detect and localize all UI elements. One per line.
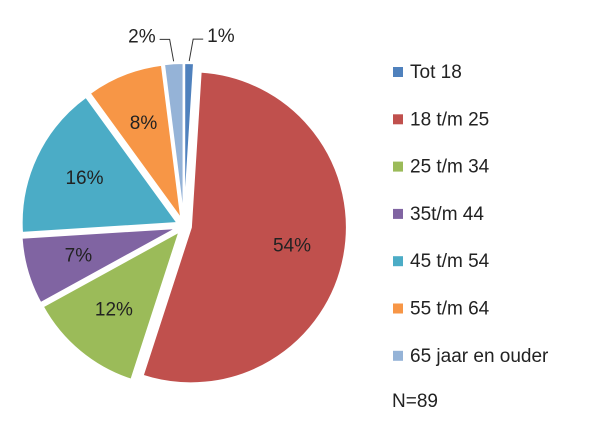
legend-label: 35t/m 44 xyxy=(410,204,484,225)
legend-swatch xyxy=(393,161,403,172)
pie-slice xyxy=(162,62,185,220)
data-label: 1% xyxy=(207,26,235,47)
legend-swatch xyxy=(393,303,403,314)
legend-label: Tot 18 xyxy=(410,62,462,83)
data-label: 16% xyxy=(65,168,103,189)
pie-slice xyxy=(20,95,180,234)
legend-label: 18 t/m 25 xyxy=(410,109,489,130)
leader-line xyxy=(188,38,204,62)
pie-slice xyxy=(20,226,178,305)
data-label: 8% xyxy=(130,113,158,134)
legend-label: 45 t/m 54 xyxy=(410,251,490,272)
leader-line xyxy=(159,38,175,62)
legend-swatch xyxy=(393,67,403,77)
legend-label: 55 t/m 64 xyxy=(410,299,490,320)
data-label: 2% xyxy=(128,26,156,47)
legend-swatch xyxy=(393,114,403,125)
pie-slice xyxy=(41,229,182,382)
legend-swatch xyxy=(393,208,403,219)
data-label: 12% xyxy=(95,300,133,321)
annotation: N=89 xyxy=(392,391,438,412)
data-label: 7% xyxy=(65,246,93,267)
legend-swatch xyxy=(393,256,403,267)
data-label: 54% xyxy=(273,236,311,257)
legend-swatch xyxy=(393,350,403,361)
pie-slice xyxy=(88,63,183,221)
pie-slice xyxy=(141,70,348,385)
legend-label: 25 t/m 34 xyxy=(410,157,490,178)
legend-label: 65 jaar en ouder xyxy=(410,346,549,367)
